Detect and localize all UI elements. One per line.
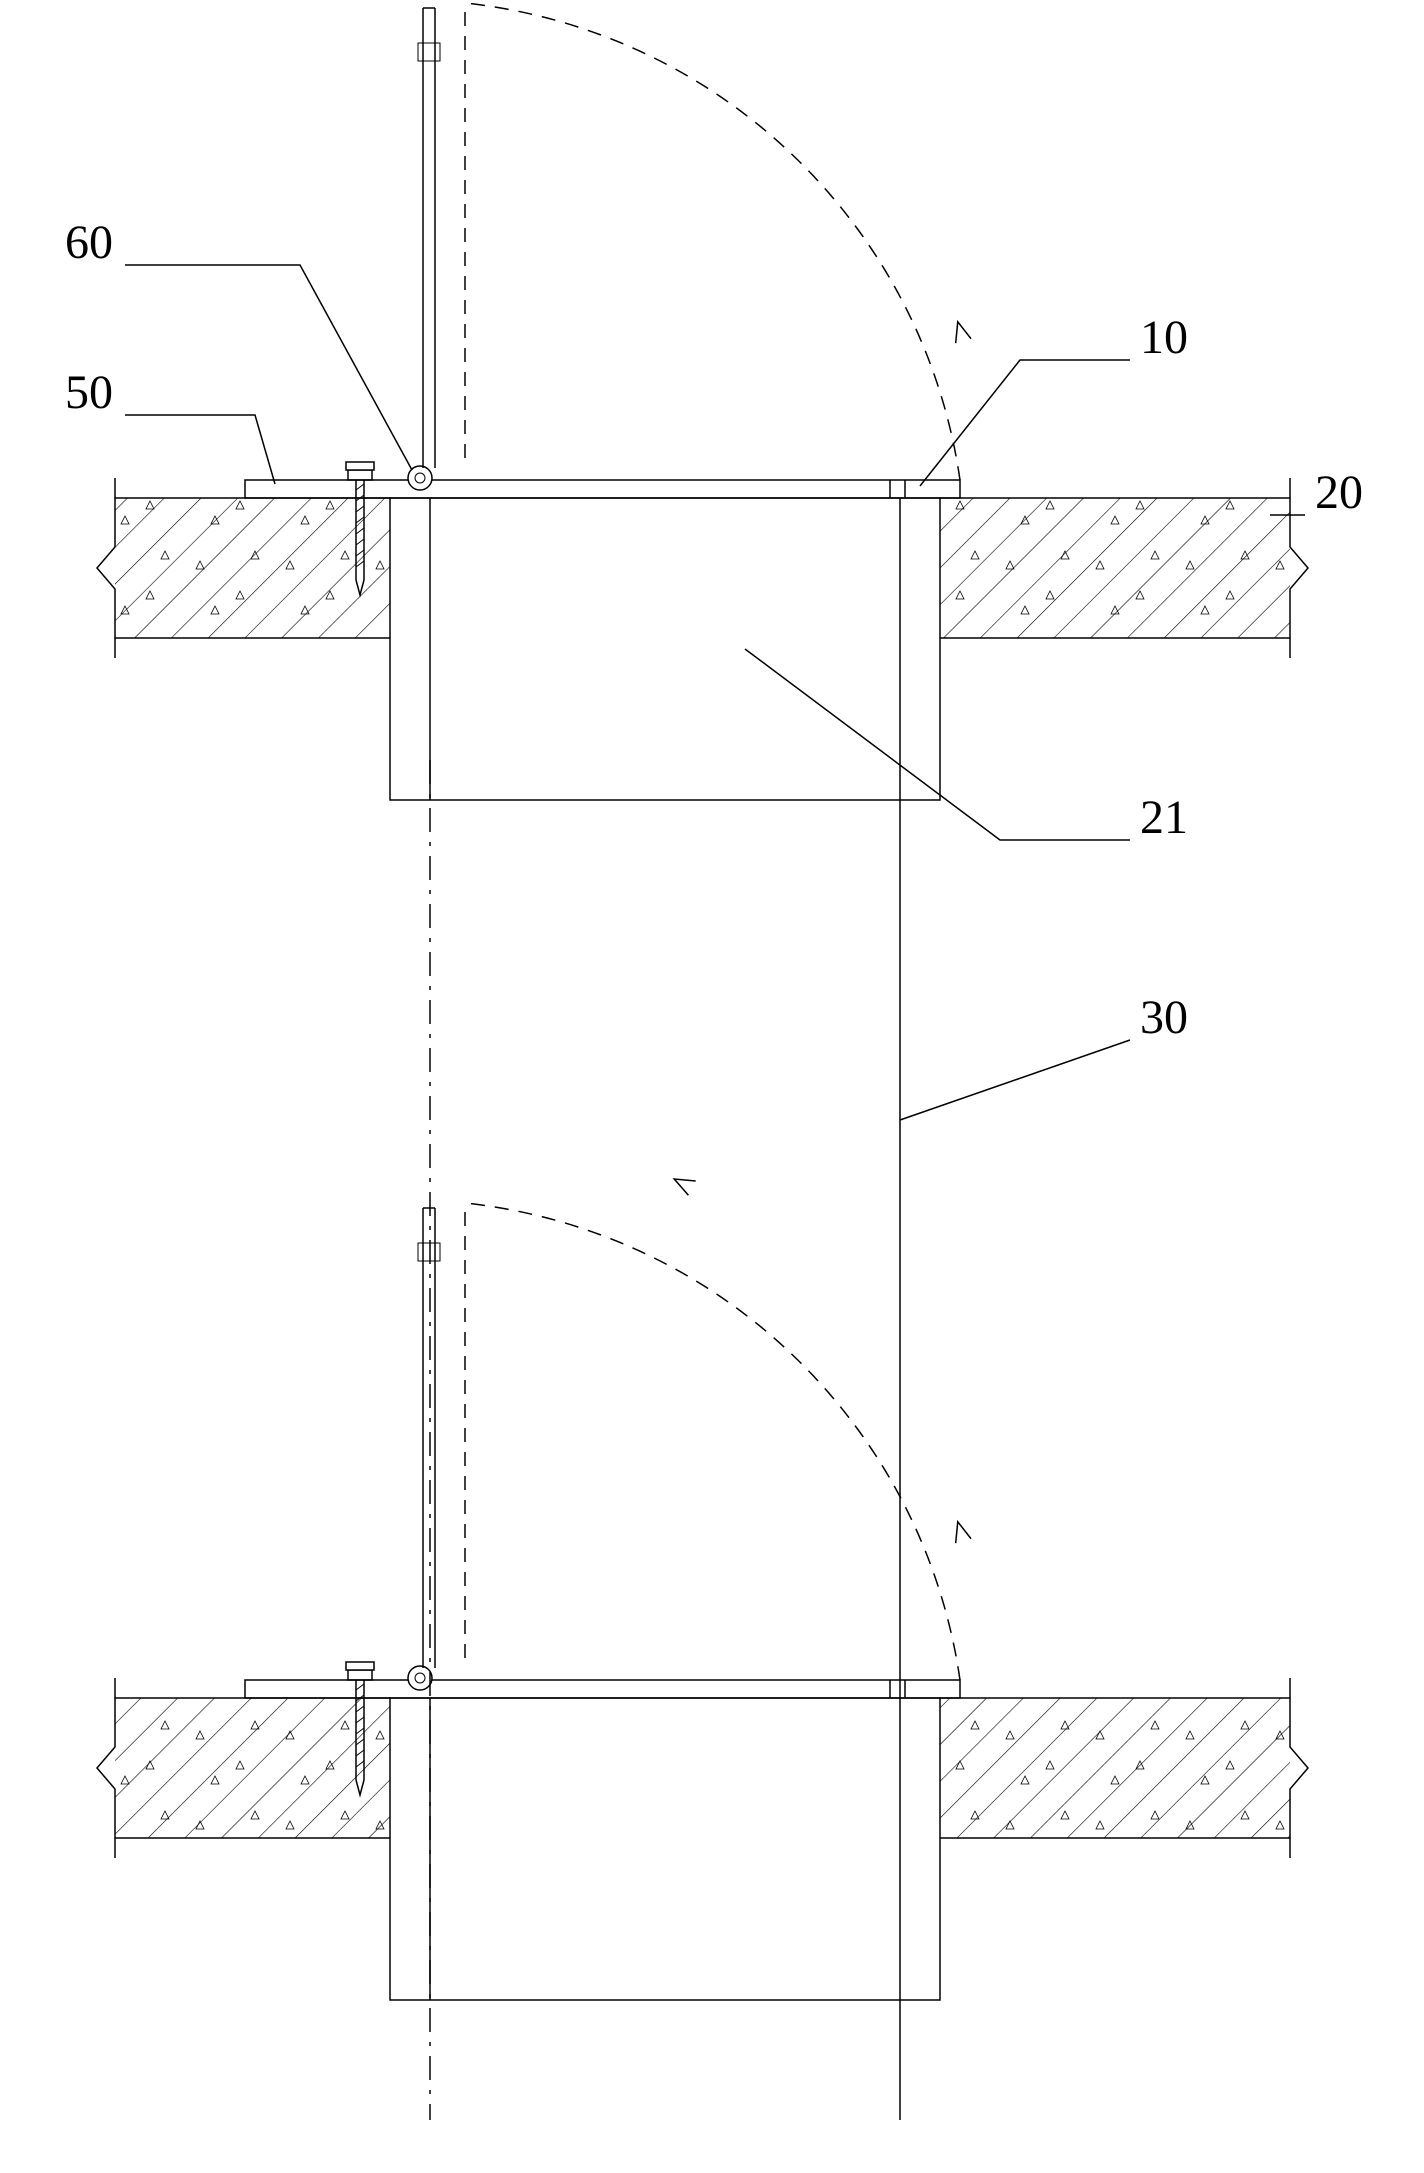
- label-30: 30: [1140, 990, 1188, 1045]
- label-50: 50: [65, 365, 113, 420]
- label-60: 60: [65, 215, 113, 270]
- label-21: 21: [1140, 790, 1188, 845]
- label-10: 10: [1140, 310, 1188, 365]
- label-20: 20: [1315, 465, 1363, 520]
